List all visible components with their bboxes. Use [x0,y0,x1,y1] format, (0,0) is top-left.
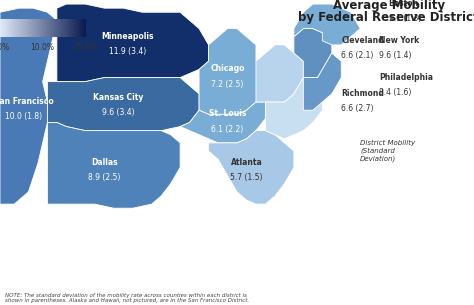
Text: St. Louis: St. Louis [209,109,246,118]
Text: 7.2 (2.5): 7.2 (2.5) [211,80,244,89]
Polygon shape [180,102,265,143]
Text: 5.7 (1.5): 5.7 (1.5) [230,174,263,182]
Text: by Federal Reserve District: by Federal Reserve District [298,12,474,24]
Text: New York: New York [379,36,419,45]
Polygon shape [294,4,360,45]
Text: Minneapolis: Minneapolis [102,32,154,41]
Polygon shape [47,77,199,131]
Text: 10.0 (1.8): 10.0 (1.8) [5,112,42,121]
Polygon shape [209,131,294,204]
Text: 11.9 (3.4): 11.9 (3.4) [109,47,146,56]
Text: 8.9 (2.5): 8.9 (2.5) [88,174,120,182]
Text: Richmond: Richmond [341,89,384,98]
Text: Cleveland: Cleveland [341,36,384,45]
Text: Average Mobility: Average Mobility [333,0,445,12]
Text: Philadelphia: Philadelphia [379,73,433,82]
Text: 9.1 (1.3): 9.1 (1.3) [389,14,421,23]
Text: San Francisco: San Francisco [0,97,54,106]
Text: Dallas: Dallas [91,158,118,167]
Polygon shape [0,8,57,204]
Text: 6.6 (2.7): 6.6 (2.7) [341,104,374,113]
Text: NOTE: The standard deviation of the mobility rate across counties within each di: NOTE: The standard deviation of the mobi… [5,293,249,303]
Text: 6.6 (2.1): 6.6 (2.1) [341,51,374,60]
Polygon shape [47,123,180,208]
Text: 6.1 (2.2): 6.1 (2.2) [211,124,244,134]
Polygon shape [265,77,322,139]
Text: Chicago: Chicago [210,64,245,74]
Polygon shape [199,29,265,114]
Polygon shape [0,0,474,265]
Text: 8.4 (1.6): 8.4 (1.6) [379,88,411,97]
Polygon shape [57,4,209,82]
Polygon shape [294,29,332,77]
Text: Boston: Boston [389,0,419,8]
Text: District Mobility
(Standard
Deviation): District Mobility (Standard Deviation) [360,140,415,162]
Text: Atlanta: Atlanta [231,158,262,167]
Text: 9.6 (1.4): 9.6 (1.4) [379,51,412,60]
Text: 9.6 (3.4): 9.6 (3.4) [102,108,135,117]
Polygon shape [256,45,303,102]
Polygon shape [303,53,341,110]
Text: Kansas City: Kansas City [93,93,144,102]
